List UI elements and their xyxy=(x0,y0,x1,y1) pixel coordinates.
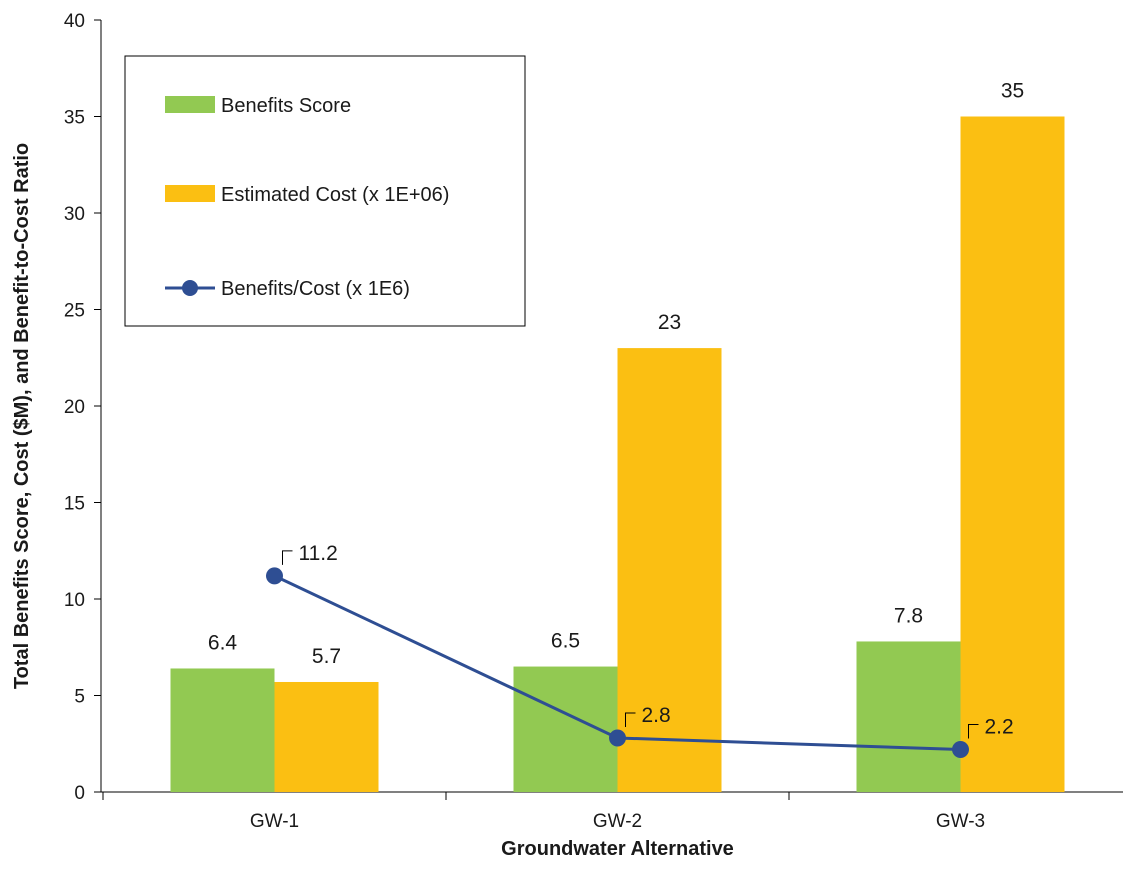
y-tick-label: 40 xyxy=(64,11,85,32)
x-axis-title: Groundwater Alternative xyxy=(501,838,734,860)
point-benefits-cost-x-1e6-gw-2 xyxy=(609,729,626,747)
legend-marker-benefits-cost xyxy=(182,280,198,296)
x-tick-label-gw-2: GW-2 xyxy=(593,811,642,832)
y-tick-label: 10 xyxy=(64,590,85,611)
legend-label-benefits-cost: Benefits/Cost (x 1E6) xyxy=(221,278,410,300)
y-tick-label: 35 xyxy=(64,108,85,129)
legend: Benefits Score Estimated Cost (x 1E+06) … xyxy=(124,55,526,327)
leader-line xyxy=(968,724,979,739)
leader-line xyxy=(282,550,293,565)
bar-benefits-score-gw-1 xyxy=(170,668,275,792)
leader-line xyxy=(625,712,636,727)
point-benefits-cost-x-1e6-gw-3 xyxy=(952,741,969,759)
data-label-benefits-score-gw-1: 6.4 xyxy=(208,631,238,654)
legend-swatch-benefits-score xyxy=(165,96,215,113)
data-label-benefits-cost-x-1e6-gw-1: 11.2 xyxy=(299,542,338,565)
bar-estimated-cost-x-1e-06-gw-2 xyxy=(617,348,722,792)
bar-benefits-score-gw-3 xyxy=(856,641,961,792)
y-tick-label: 0 xyxy=(74,783,85,804)
data-label-estimated-cost-x-1e-06-gw-1: 5.7 xyxy=(312,645,341,668)
y-tick-label: 20 xyxy=(64,397,85,418)
y-tick-label: 5 xyxy=(74,687,85,708)
y-tick-label: 15 xyxy=(64,494,85,515)
y-axis-title: Total Benefits Score, Cost ($M), and Ben… xyxy=(11,143,33,689)
data-label-benefits-cost-x-1e6-gw-3: 2.2 xyxy=(985,716,1014,739)
bar-estimated-cost-x-1e-06-gw-3 xyxy=(960,116,1065,792)
x-tick-label-gw-3: GW-3 xyxy=(936,811,985,832)
legend-swatch-estimated-cost xyxy=(165,185,215,202)
legend-label-benefits-score: Benefits Score xyxy=(221,95,351,117)
data-label-benefits-cost-x-1e6-gw-2: 2.8 xyxy=(642,704,671,727)
data-label-estimated-cost-x-1e-06-gw-2: 23 xyxy=(658,311,681,334)
y-tick-label: 25 xyxy=(64,301,85,322)
data-label-benefits-score-gw-3: 7.8 xyxy=(894,604,923,627)
data-label-benefits-score-gw-2: 6.5 xyxy=(551,630,580,653)
point-benefits-cost-x-1e6-gw-1 xyxy=(266,567,283,585)
bar-estimated-cost-x-1e-06-gw-1 xyxy=(274,681,379,792)
data-label-estimated-cost-x-1e-06-gw-3: 35 xyxy=(1001,80,1024,103)
x-tick-label-gw-1: GW-1 xyxy=(250,811,299,832)
y-tick-label: 30 xyxy=(64,204,85,225)
legend-label-estimated-cost: Estimated Cost (x 1E+06) xyxy=(221,184,449,206)
